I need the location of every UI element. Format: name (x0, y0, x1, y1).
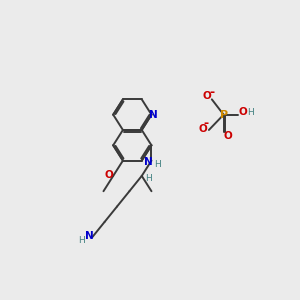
Text: O: O (238, 107, 247, 117)
Text: -: - (210, 86, 215, 99)
Text: O: O (224, 131, 233, 141)
Text: O: O (199, 124, 207, 134)
Text: -: - (203, 117, 208, 130)
Text: N: N (85, 231, 94, 241)
Text: H: H (247, 108, 254, 117)
Text: N: N (149, 110, 158, 120)
Text: H: H (154, 160, 161, 169)
Text: H: H (145, 174, 152, 183)
Text: H: H (79, 236, 86, 244)
Text: O: O (203, 92, 212, 101)
Text: N: N (144, 157, 152, 167)
Text: O: O (105, 170, 113, 180)
Text: P: P (220, 110, 228, 120)
